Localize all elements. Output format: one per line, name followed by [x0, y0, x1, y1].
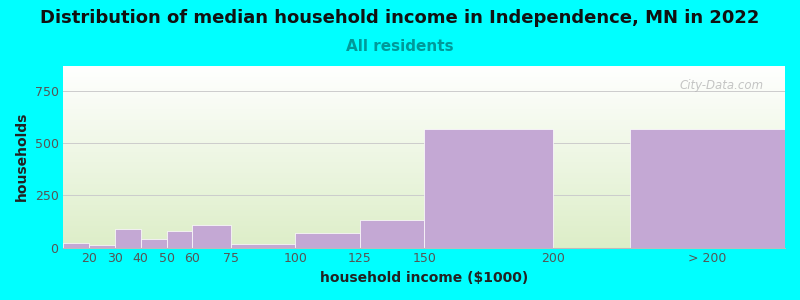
Bar [63, 243, 89, 247]
X-axis label: household income ($1000): household income ($1000) [320, 271, 528, 285]
Text: City-Data.com: City-Data.com [679, 79, 763, 92]
Bar [630, 129, 785, 247]
Bar [295, 233, 360, 247]
Y-axis label: households: households [15, 112, 29, 202]
Bar [360, 220, 424, 248]
Text: Distribution of median household income in Independence, MN in 2022: Distribution of median household income … [40, 9, 760, 27]
Bar [141, 239, 166, 248]
Bar [166, 231, 192, 247]
Bar [192, 225, 231, 247]
Bar [89, 245, 115, 247]
Bar [115, 229, 141, 248]
Bar [231, 244, 295, 247]
Bar [424, 129, 553, 247]
Text: All residents: All residents [346, 39, 454, 54]
